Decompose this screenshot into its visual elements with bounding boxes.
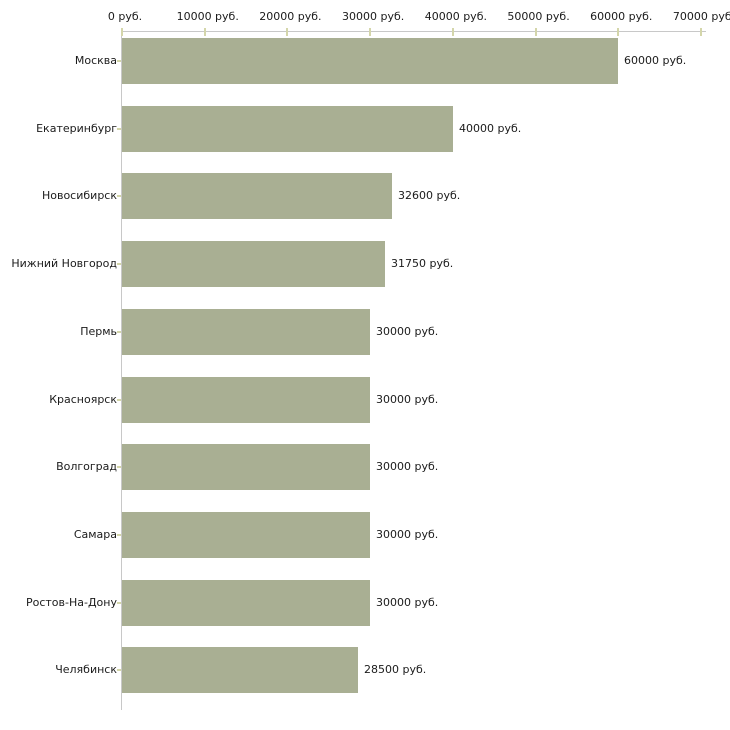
category-label: Екатеринбург [36, 121, 117, 135]
value-label: 30000 руб. [376, 527, 439, 541]
category-label: Ростов-На-Дону [25, 595, 117, 609]
bar [122, 308, 370, 355]
value-label: 28500 руб. [364, 663, 427, 677]
category-label: Москва [74, 54, 117, 67]
x-tick-mark [121, 28, 123, 36]
y-tick-mark [117, 466, 121, 469]
x-tick-mark [369, 28, 372, 36]
x-tick-label: 50000 руб. [507, 10, 570, 23]
x-axis-line [121, 31, 706, 32]
x-tick-label: 70000 руб. [672, 10, 730, 23]
value-label: 40000 руб. [459, 121, 522, 135]
value-label: 60000 руб. [624, 54, 687, 67]
bar [122, 376, 370, 423]
bar [122, 647, 358, 694]
y-axis-line [121, 31, 122, 710]
y-tick-mark [117, 601, 121, 604]
bar [122, 444, 370, 491]
bar [122, 511, 370, 558]
y-tick-mark [117, 533, 121, 536]
value-label: 30000 руб. [376, 595, 439, 609]
value-label: 30000 руб. [376, 392, 439, 406]
value-label: 31750 руб. [391, 257, 454, 271]
bar [122, 579, 370, 626]
y-tick-mark [117, 669, 121, 672]
value-label: 32600 руб. [398, 189, 461, 203]
category-label: Самара [73, 527, 117, 541]
x-tick-label: 30000 руб. [342, 10, 405, 23]
y-tick-mark [117, 398, 121, 401]
x-tick-mark [534, 28, 537, 36]
x-tick-label: 10000 руб. [176, 10, 239, 23]
value-label: 30000 руб. [376, 324, 439, 338]
bar [122, 105, 453, 152]
category-label: Новосибирск [41, 189, 117, 203]
category-label: Красноярск [49, 392, 117, 406]
x-tick-label: 20000 руб. [259, 10, 322, 23]
category-label: Пермь [80, 324, 117, 338]
y-tick-mark [117, 195, 121, 198]
x-tick-label: 60000 руб. [590, 10, 653, 23]
bar [122, 241, 385, 288]
x-tick-mark [286, 28, 289, 36]
y-tick-mark [117, 127, 121, 130]
y-tick-mark [117, 330, 121, 333]
x-tick-mark [203, 28, 206, 36]
value-label: 30000 руб. [376, 460, 439, 474]
bar [122, 173, 392, 220]
category-label: Челябинск [55, 663, 117, 677]
category-label: Волгоград [56, 460, 117, 474]
x-tick-mark [617, 28, 620, 36]
x-tick-mark [451, 28, 454, 36]
y-tick-mark [117, 60, 121, 62]
category-label: Нижний Новгород [11, 257, 117, 271]
x-tick-label: 0 руб. [107, 10, 143, 23]
bar [122, 38, 618, 84]
y-tick-mark [117, 263, 121, 266]
x-tick-label: 40000 руб. [424, 10, 487, 23]
x-tick-mark [700, 28, 702, 36]
